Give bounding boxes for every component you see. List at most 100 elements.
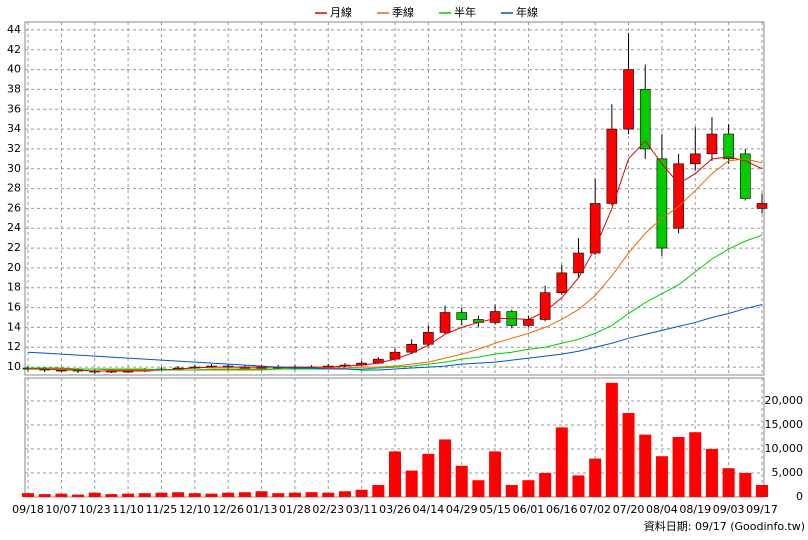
x-tick-label: 08/19 (679, 503, 711, 516)
x-tick-label: 06/16 (546, 503, 578, 516)
ma-line (28, 234, 763, 371)
x-tick-label: 09/18 (12, 503, 44, 516)
candle-body (523, 319, 534, 326)
x-tick-label: 12/26 (212, 503, 244, 516)
candle-body (423, 332, 434, 345)
volume-bar (288, 492, 301, 497)
ma-line (28, 158, 763, 371)
y2-tick-label: 10,000 (765, 442, 804, 455)
y2-tick-label: 15,000 (765, 418, 804, 431)
candle-body (639, 89, 651, 150)
candle-body (573, 252, 584, 274)
candle-body (740, 153, 751, 199)
candle-body (439, 312, 451, 333)
volume-bar (322, 492, 335, 497)
volume-bar (689, 432, 702, 497)
candle-body (539, 292, 551, 320)
volume-bar (372, 485, 385, 497)
x-tick-label: 06/01 (513, 503, 545, 516)
ma-line (27, 304, 763, 371)
volume-bar (539, 473, 552, 497)
volume-bar (389, 451, 401, 497)
x-tick-label: 07/02 (579, 503, 611, 516)
x-tick-label: 04/14 (413, 503, 445, 516)
volume-bar (439, 439, 452, 497)
x-tick-label: 12/10 (179, 503, 211, 516)
volume-bar (589, 458, 602, 497)
y-tick-label: 28 (7, 182, 21, 195)
volume-bar (355, 489, 368, 497)
candle-body (556, 272, 568, 293)
candle-body (623, 69, 634, 130)
x-tick-label: 08/04 (646, 503, 678, 516)
y-tick-label: 18 (7, 281, 21, 294)
volume-bar (38, 494, 51, 497)
volume-bar (472, 480, 485, 497)
volume-bar (172, 492, 185, 497)
legend-label: 季線 (392, 5, 414, 19)
volume-bar (455, 465, 468, 497)
x-tick-label: 10/23 (79, 503, 111, 516)
x-tick-label: 01/28 (279, 503, 311, 516)
y-tick-label: 36 (7, 102, 21, 115)
volume-bar (272, 493, 285, 497)
x-tick-label: 05/15 (479, 503, 511, 516)
x-tick-label: 04/29 (446, 503, 478, 516)
volume-bar (555, 427, 568, 497)
y-tick-label: 26 (7, 201, 21, 214)
y-tick-label: 34 (7, 122, 21, 135)
volume-bar (655, 456, 668, 497)
y-tick-label: 32 (7, 142, 21, 155)
candle-body (656, 158, 668, 249)
candle-body (673, 163, 684, 229)
volume-bar (489, 451, 502, 497)
candle-body (589, 203, 601, 254)
volume-bar (122, 493, 135, 497)
candle-body (723, 133, 734, 160)
volume-bar (22, 493, 34, 497)
candle-body (489, 311, 501, 323)
y-tick-label: 14 (7, 320, 21, 333)
y-tick-label: 12 (7, 340, 21, 353)
y-tick-label: 40 (7, 63, 21, 76)
y-tick-label: 16 (7, 301, 21, 314)
candle-body (689, 153, 701, 165)
volume-bar (422, 453, 435, 497)
candle-body (706, 133, 718, 155)
volume-bar (88, 492, 101, 497)
y-tick-label: 30 (7, 162, 21, 175)
y-tick-label: 20 (7, 261, 21, 274)
x-tick-label: 01/13 (246, 503, 278, 516)
x-tick-label: 11/25 (146, 503, 178, 516)
legend-label: 年線 (516, 5, 538, 19)
volume-bar (405, 470, 418, 497)
x-tick-label: 09/03 (713, 503, 745, 516)
x-tick-label: 03/26 (379, 503, 411, 516)
legend-label: 月線 (330, 5, 352, 19)
candle-body (606, 128, 618, 204)
volume-bar (205, 493, 218, 497)
y2-tick-label: 20,000 (765, 394, 804, 407)
volume-bar (622, 413, 635, 497)
candle-body (406, 343, 417, 353)
volume-bar (522, 480, 535, 497)
y-tick-label: 38 (7, 82, 21, 95)
volume-bar (672, 437, 685, 497)
x-tick-label: 07/20 (613, 503, 645, 516)
volume-bar (722, 468, 735, 497)
volume-bar (305, 492, 318, 497)
volume-bar (605, 382, 618, 497)
volume-bar (572, 475, 585, 497)
candle-body (756, 203, 768, 209)
volume-bar (55, 493, 68, 497)
y2-tick-label: 0 (796, 490, 803, 503)
volume-bar (138, 493, 151, 497)
volume-bar (155, 492, 168, 497)
x-tick-label: 02/23 (312, 503, 344, 516)
y-tick-label: 24 (7, 221, 21, 234)
y-tick-label: 10 (7, 360, 21, 373)
volume-bar (756, 485, 768, 497)
volume-bar (72, 494, 85, 497)
candle-body (456, 312, 468, 320)
volume-bar (188, 493, 201, 497)
